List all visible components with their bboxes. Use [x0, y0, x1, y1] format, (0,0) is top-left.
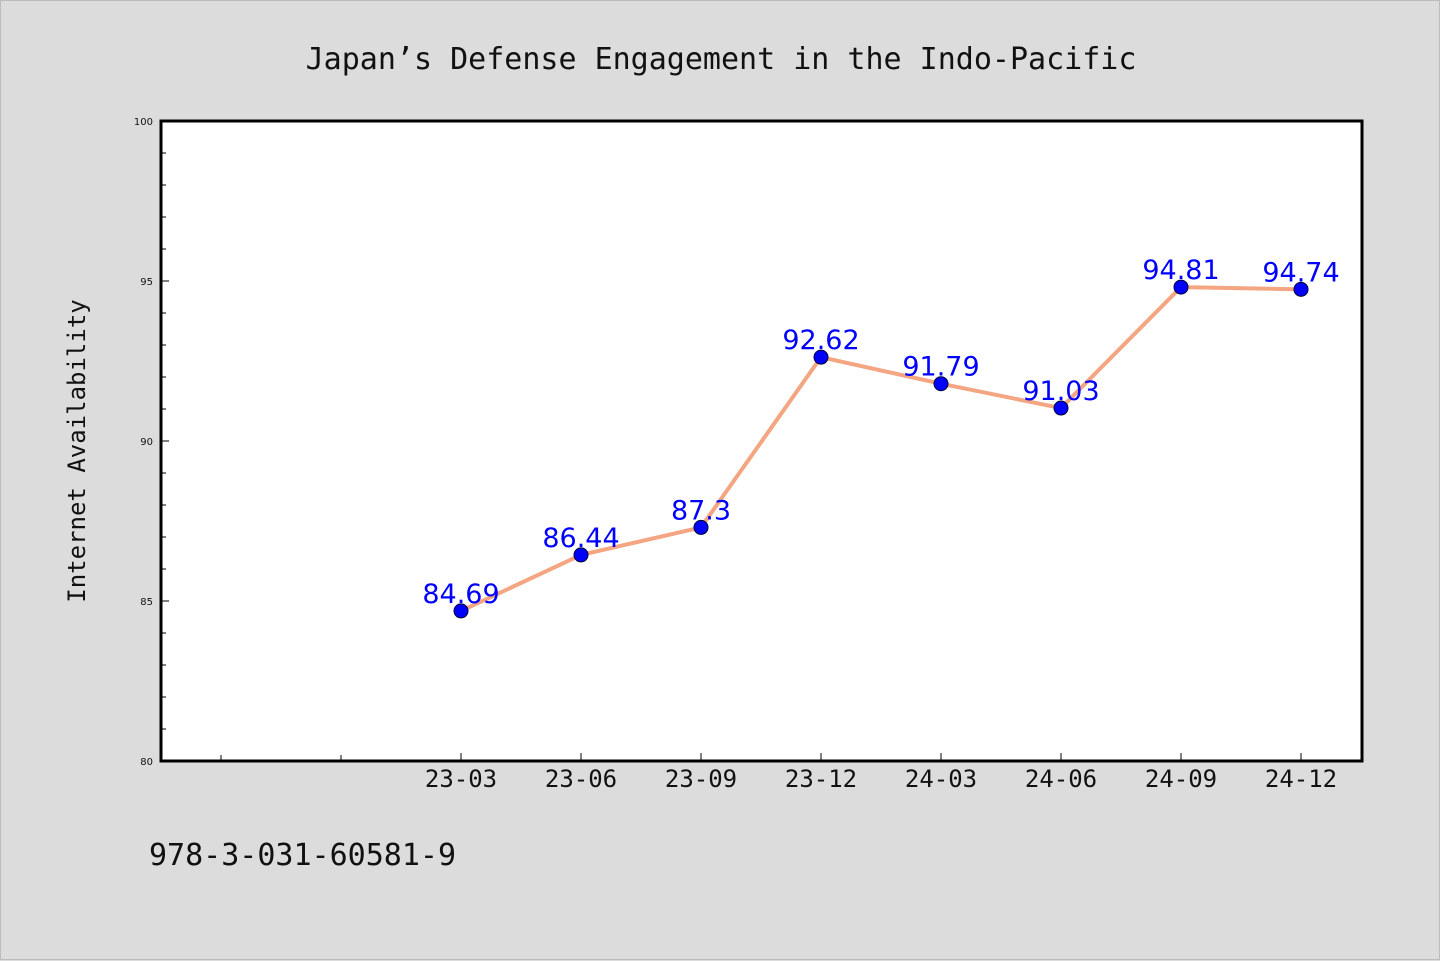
data-point: [693, 519, 709, 535]
data-point: [1173, 279, 1189, 295]
y-tick-label: 90: [140, 437, 153, 448]
x-tick-label: 23-03: [425, 765, 497, 793]
data-point: [453, 603, 469, 619]
y-tick-label: 80: [140, 757, 153, 768]
y-tick-label: 100: [134, 117, 153, 128]
axis-ticks: 80 85 90 95 100 23-03 23-06 23-09 23-12 24-03 24-0…: [134, 117, 1337, 793]
x-tick-label: 23-09: [665, 765, 737, 793]
plot-frame: [159, 119, 1364, 763]
data-point: [813, 349, 829, 365]
footer-isbn: 978-3-031-60581-9: [149, 838, 456, 873]
data-point: [1053, 400, 1069, 416]
chart-title: Japan’s Defense Engagement in the Indo-P…: [306, 42, 1137, 77]
y-tick-label: 95: [140, 277, 153, 288]
series-line: [460, 285, 1302, 613]
x-tick-label: 24-06: [1025, 765, 1097, 793]
x-tick-label: 23-12: [785, 765, 857, 793]
data-point: [933, 376, 949, 392]
y-axis-label: Internet Availability: [63, 299, 91, 602]
y-tick-label: 85: [140, 597, 153, 608]
x-tick-label: 24-12: [1265, 765, 1337, 793]
data-point: [1293, 281, 1309, 297]
x-tick-label: 24-09: [1145, 765, 1217, 793]
data-point: [573, 547, 589, 563]
x-tick-label: 24-03: [905, 765, 977, 793]
x-tick-label: 23-06: [545, 765, 617, 793]
